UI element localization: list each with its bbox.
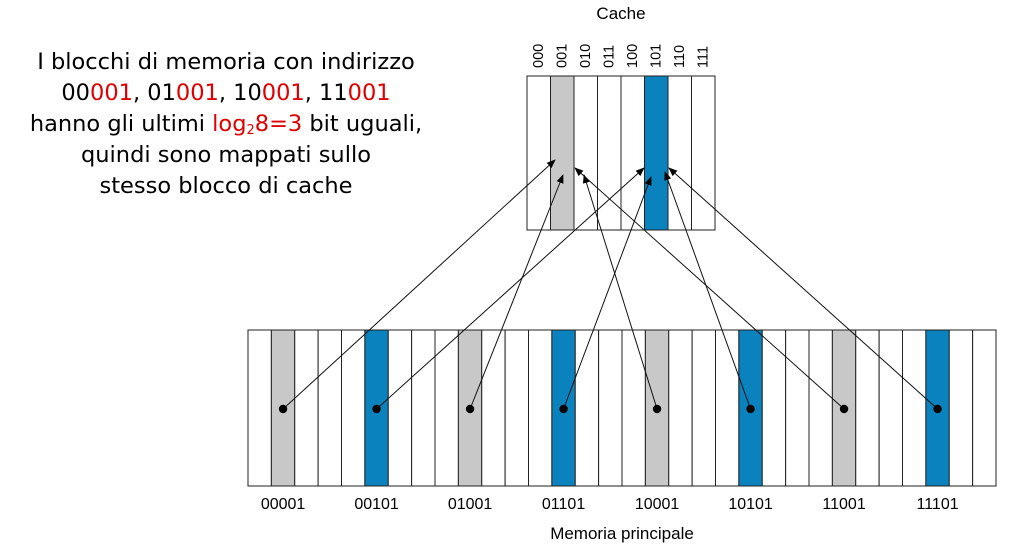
- note-line-2-segment: 001: [347, 80, 391, 106]
- memory-address-label: 10001: [635, 496, 680, 513]
- cache-slot-label: 011: [601, 45, 617, 68]
- memory-block: [247, 329, 272, 487]
- note-line-2-segment: 001: [261, 80, 305, 106]
- log-value: 8=3: [254, 111, 303, 137]
- memory-block: [528, 329, 553, 487]
- memory-block: [972, 329, 997, 487]
- memory-address-label: 00001: [261, 496, 306, 513]
- cache-slot-100: [620, 75, 645, 231]
- log-text: log: [212, 111, 247, 137]
- memory-block: [878, 329, 903, 487]
- mapping-dot: [278, 404, 288, 414]
- memory-block: [341, 329, 366, 487]
- log-base: 2: [246, 123, 255, 138]
- memory-block: [574, 329, 600, 487]
- memory-block: [621, 329, 646, 487]
- memory-address-label: 10101: [728, 496, 773, 513]
- note-line-2-segment: 001: [175, 80, 219, 106]
- memory-address-label: 01001: [448, 496, 493, 513]
- note-line-2-segment: 00: [61, 80, 90, 106]
- mapping-arrow: [582, 174, 658, 410]
- memory-block: [902, 329, 927, 487]
- mapping-dot: [372, 404, 381, 414]
- cache-title: Cache: [596, 4, 645, 23]
- explanation-note: I blocchi di memoria con indirizzo 00001…: [0, 47, 452, 202]
- cache-slot-label: 010: [578, 44, 594, 68]
- note-line-2-segment: , 10: [218, 80, 262, 106]
- cache-slot-labels: 000 001 010 011 100 101 110 111: [531, 44, 712, 68]
- mapping-arrow: [563, 176, 652, 410]
- mapping-arrow: [574, 167, 845, 410]
- memory-block: [504, 329, 529, 487]
- memory-address-label: 11101: [917, 496, 959, 513]
- note-line-2-segment: , 11: [304, 80, 348, 106]
- note-line-5: stesso blocco di cache: [99, 173, 353, 199]
- memory-block: [317, 329, 342, 487]
- mapping-arrow: [664, 171, 752, 410]
- mapping-dot: [559, 404, 568, 414]
- main-memory: [247, 329, 997, 487]
- memory-block: [808, 329, 833, 487]
- mapping-arrows: [278, 159, 942, 414]
- mapping-dot: [652, 404, 662, 414]
- cache-slot-label: 100: [625, 44, 641, 68]
- note-line-2: 00001, 01001, 10001, 11001: [0, 78, 452, 109]
- memory-address-labels: 00001 00101 01001 01101 10001 10101 11001 11101: [261, 496, 959, 513]
- memory-block: [411, 329, 436, 487]
- memory-block: [691, 329, 716, 487]
- cache-slot-110: [667, 75, 692, 231]
- mapping-arrow: [668, 167, 938, 410]
- mapping-arrow: [469, 174, 564, 410]
- cache-slot-label: 101: [648, 44, 664, 68]
- memory-title: Memoria principale: [550, 524, 694, 543]
- cache-slot-111: [691, 75, 716, 231]
- memory-block: [294, 329, 319, 487]
- note-line-2-segment: , 01: [132, 80, 176, 106]
- memory-block: [387, 329, 413, 487]
- note-line-3: hanno gli ultimi log28=3 bit uguali,: [0, 109, 452, 140]
- memory-block: [481, 329, 506, 487]
- memory-address-label: 11001: [822, 496, 865, 513]
- mapping-arrow: [376, 167, 645, 410]
- mapping-dot: [465, 404, 475, 414]
- cache-slot-label: 110: [672, 45, 688, 68]
- cache-slot-label: 000: [531, 44, 547, 68]
- mapping-dot: [746, 404, 755, 414]
- note-line-2-segment: 001: [90, 80, 133, 106]
- memory-address-label: 00101: [354, 496, 399, 513]
- mapping-dot: [839, 404, 849, 414]
- log-expression: log28=3: [212, 111, 302, 137]
- memory-block: [668, 329, 693, 487]
- note-line-3-prefix: hanno gli ultimi: [29, 111, 213, 137]
- memory-block: [948, 329, 974, 487]
- cache-block: [526, 75, 716, 231]
- note-line-4: quindi sono mappati sullo: [81, 142, 371, 168]
- memory-block: [715, 329, 740, 487]
- cache-slot-000: [526, 75, 551, 231]
- cache-slot-001: [550, 75, 575, 231]
- memory-block: [785, 329, 810, 487]
- cache-slot-label: 001: [554, 44, 570, 68]
- note-line-1: I blocchi di memoria con indirizzo: [37, 49, 415, 75]
- cache-slot-label: 111: [695, 46, 711, 68]
- memory-address-label: 01101: [542, 496, 585, 513]
- memory-block: [598, 329, 623, 487]
- mapping-arrow: [282, 159, 556, 410]
- cache-slot-101: [644, 75, 669, 231]
- mapping-dot: [933, 404, 942, 414]
- note-line-3-suffix: bit uguali,: [302, 111, 423, 137]
